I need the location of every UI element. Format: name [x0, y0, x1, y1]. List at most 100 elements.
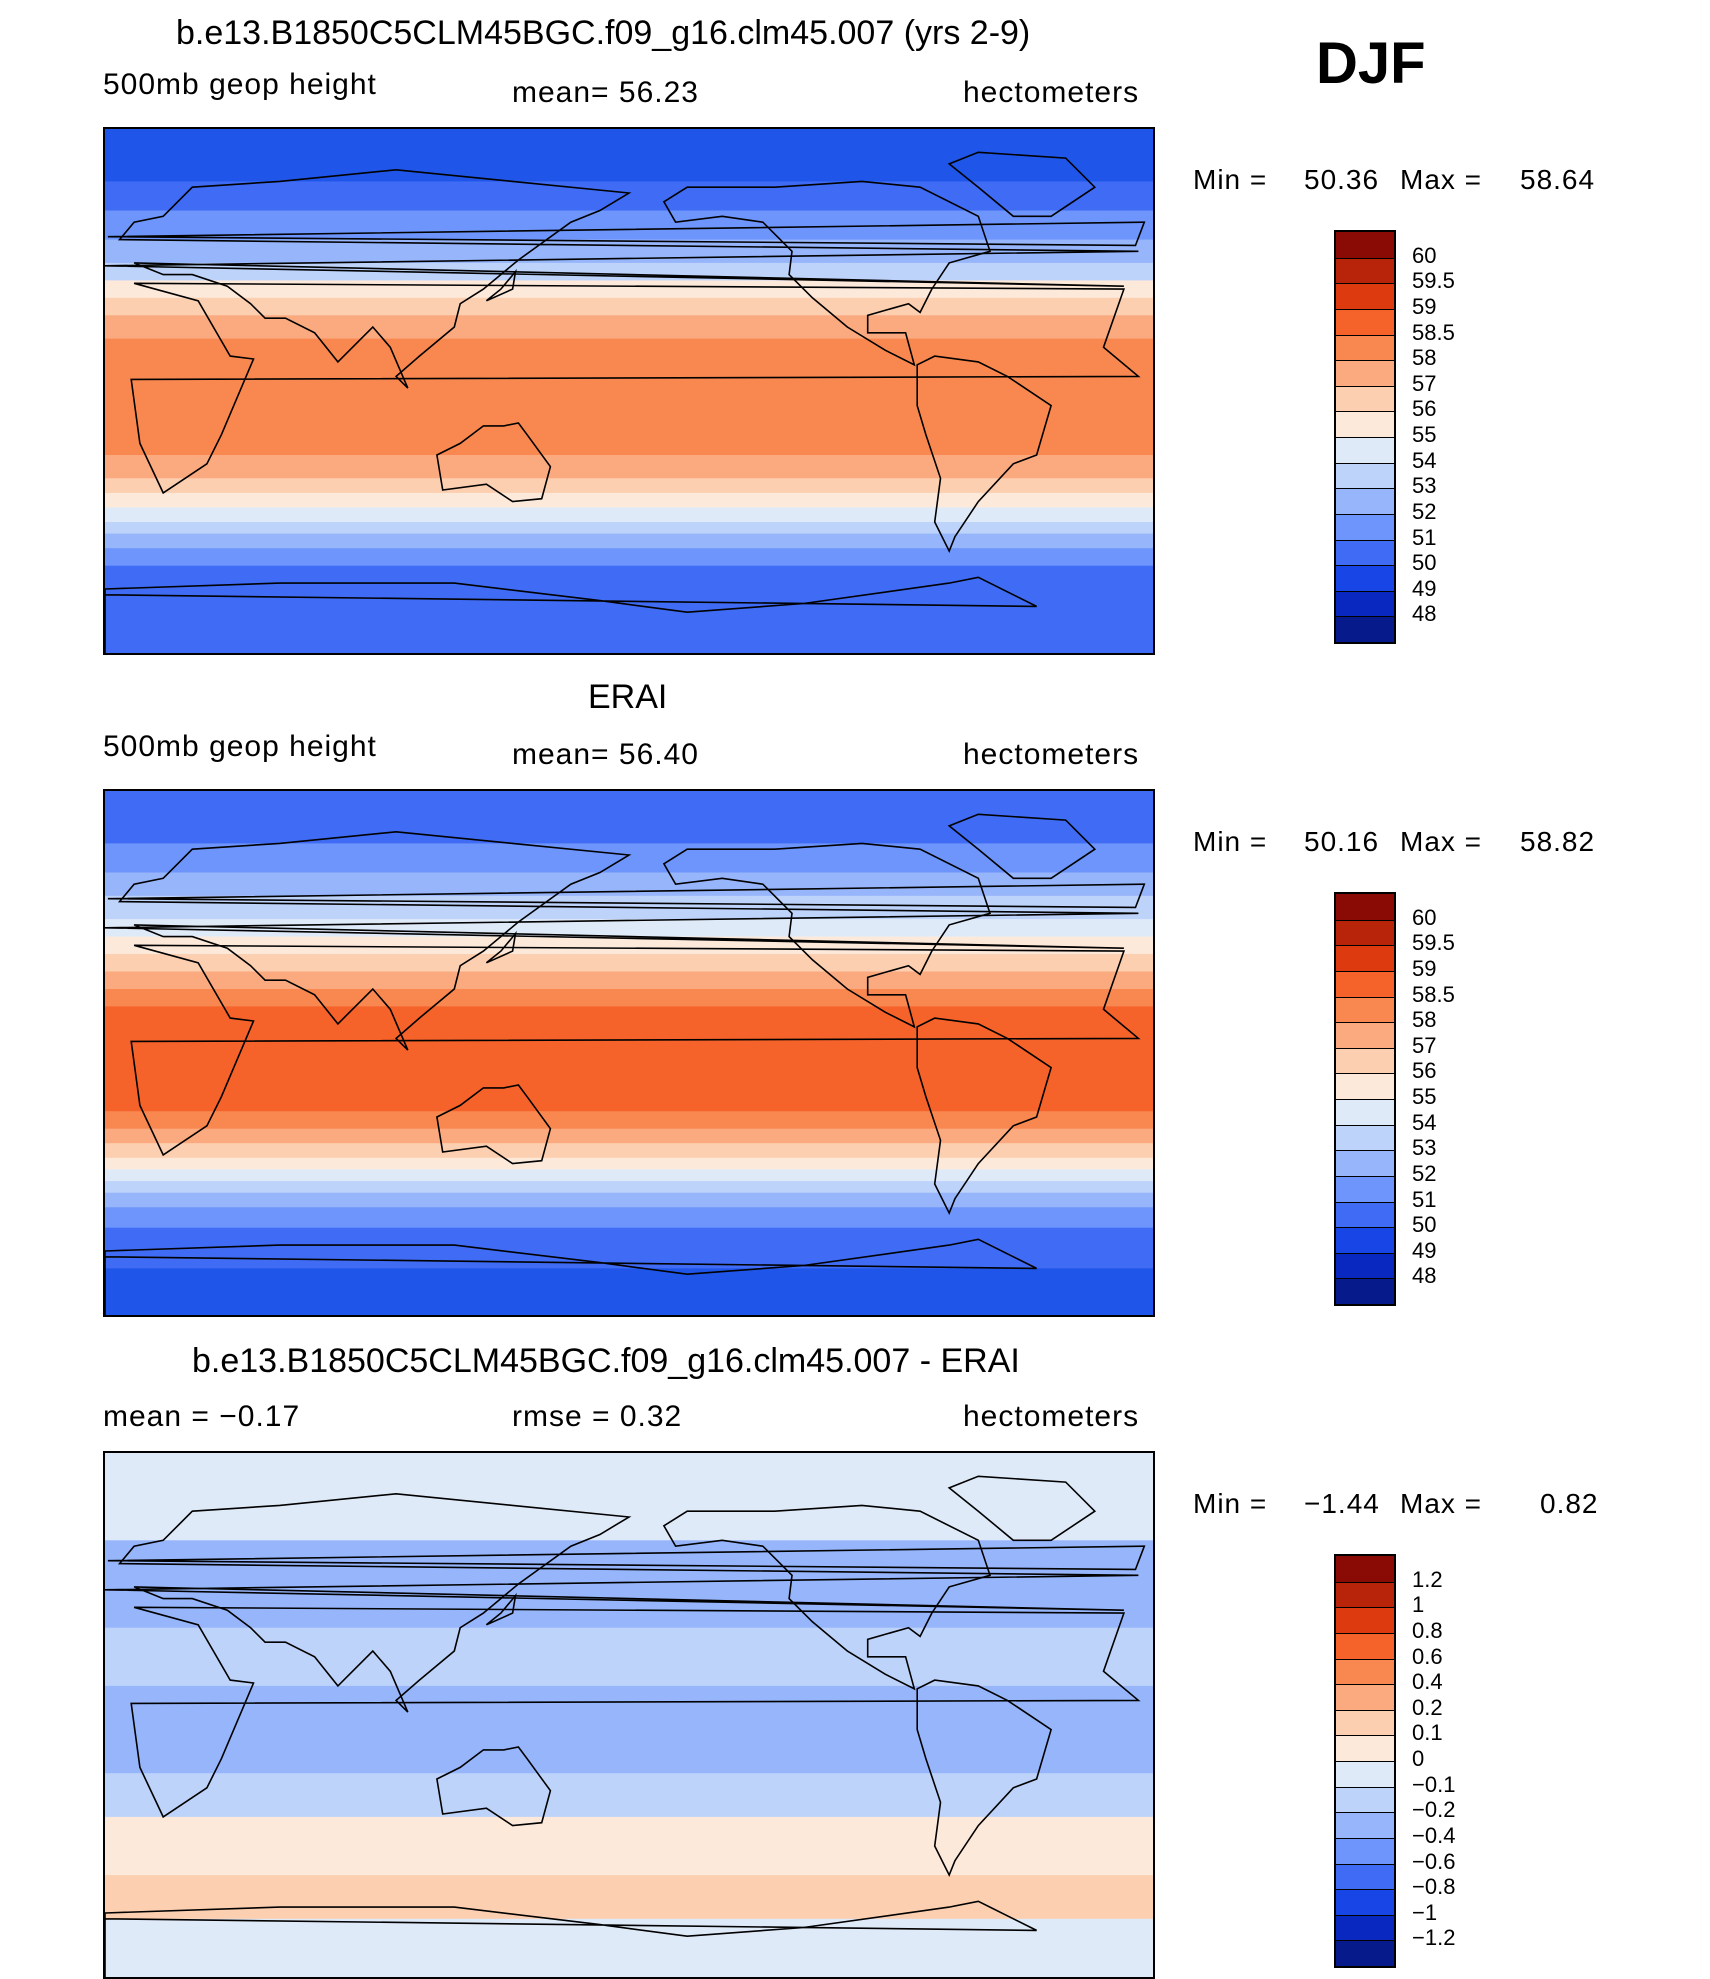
colorbar-tick-label: 49	[1412, 1237, 1437, 1263]
coastline	[916, 1679, 1053, 1878]
colorbar-swatch	[1336, 1837, 1394, 1864]
field-band	[105, 1169, 1153, 1182]
panel1-max-value: 58.64	[1520, 164, 1596, 195]
colorbar-tick-label: −0.1	[1412, 1771, 1456, 1797]
colorbar-swatch	[1336, 1099, 1394, 1125]
colorbar-tick-label: −0.8	[1412, 1874, 1456, 1900]
colorbar-swatch	[1336, 385, 1394, 412]
field-band	[105, 478, 1153, 494]
colorbar-tick-label: 54	[1412, 447, 1437, 473]
coastline	[105, 1492, 1139, 1713]
colorbar-swatch	[1336, 462, 1394, 489]
colorbar-tick-label: 1	[1412, 1592, 1425, 1618]
field-band	[105, 1143, 1153, 1159]
field-band	[105, 548, 1153, 567]
field-band	[105, 262, 1153, 281]
colorbar-tick-label: 58.5	[1412, 319, 1455, 345]
panel3-min-value: −1.44	[1304, 1488, 1380, 1519]
field-band	[105, 1128, 1153, 1144]
panel3-max-value: 0.82	[1540, 1488, 1599, 1519]
coastline	[130, 944, 1141, 1157]
coastline	[105, 168, 1139, 389]
coastline	[436, 1084, 552, 1165]
coastline	[436, 1746, 552, 1827]
colorbar-swatch	[1336, 488, 1394, 514]
panel1-mean: mean= 56.23	[512, 76, 699, 109]
colorbar-swatch	[1336, 1761, 1394, 1787]
field-band	[105, 507, 1153, 523]
field-band	[105, 1918, 1153, 1977]
field-band	[105, 1875, 1153, 1920]
field-band	[105, 455, 1153, 479]
coastline	[436, 422, 552, 503]
colorbar-swatch	[1336, 1175, 1394, 1202]
colorbar-swatch	[1336, 1658, 1394, 1685]
coastline	[105, 1900, 1037, 1977]
coastline	[107, 221, 1146, 247]
season-label: DJF	[1316, 31, 1426, 96]
colorbar-tick-label: 0	[1412, 1746, 1425, 1771]
colorbar-tick-label: 54	[1412, 1109, 1437, 1135]
colorbar-swatch	[1336, 539, 1394, 566]
colorbar-swatch	[1336, 437, 1394, 463]
colorbar-swatch	[1336, 1047, 1394, 1074]
field-band	[105, 843, 1153, 873]
colorbar-tick-label: 57	[1412, 1032, 1437, 1058]
coastline	[916, 355, 1053, 554]
panel1-max-label: Max =	[1400, 164, 1483, 195]
panel2-map	[103, 789, 1155, 1317]
coastline	[107, 883, 1146, 909]
field-band	[105, 1540, 1153, 1629]
field-band	[105, 1453, 1153, 1541]
panel2-mean: mean= 56.40	[512, 738, 699, 771]
colorbar-tick-label: 52	[1412, 498, 1437, 524]
colorbar-tick-label: 55	[1412, 422, 1437, 447]
colorbar-swatch	[1336, 1940, 1394, 1966]
colorbar-swatch	[1336, 1889, 1394, 1915]
colorbar-swatch	[1336, 360, 1394, 386]
field-band	[105, 1006, 1153, 1112]
colorbar-tick-label: 49	[1412, 575, 1437, 601]
field-band	[105, 1816, 1153, 1876]
field-band	[105, 338, 1153, 456]
coastline	[662, 180, 992, 367]
colorbar-tick-label: 56	[1412, 396, 1437, 422]
coastline	[105, 576, 1037, 653]
colorbar-swatch	[1336, 1201, 1394, 1228]
field-band	[105, 1227, 1153, 1269]
panel1-min-label: Min =	[1193, 164, 1268, 195]
panel3-map-svg	[105, 1453, 1153, 1977]
panel3-mean: mean = −0.17	[103, 1400, 301, 1433]
field-band	[105, 872, 1153, 897]
panel3-rmse: rmse = 0.32	[512, 1400, 683, 1433]
colorbar-tick-label: 53	[1412, 1135, 1437, 1161]
colorbar-swatch	[1336, 1252, 1394, 1279]
field-band	[105, 791, 1153, 844]
panel2-colorbar	[1334, 892, 1396, 1306]
colorbar-swatch	[1336, 1632, 1394, 1659]
colorbar-swatch	[1336, 283, 1394, 309]
panel1-colorbar	[1334, 230, 1396, 644]
colorbar-tick-label: 55	[1412, 1084, 1437, 1109]
colorbar-tick-label: 60	[1412, 242, 1437, 268]
colorbar-swatch	[1336, 565, 1394, 591]
coastline	[130, 1606, 1141, 1819]
colorbar-tick-label: 0.2	[1412, 1694, 1443, 1720]
panel2-min-label: Min =	[1193, 826, 1268, 857]
colorbar-tick-label: 59	[1412, 293, 1437, 319]
field-band	[105, 522, 1153, 535]
colorbar-swatch	[1336, 1150, 1394, 1176]
field-band	[105, 315, 1153, 340]
field-band	[105, 1207, 1153, 1229]
coastline	[105, 1238, 1037, 1315]
colorbar-swatch	[1336, 1227, 1394, 1253]
colorbar-tick-label: 0.6	[1412, 1643, 1443, 1669]
colorbar-swatch	[1336, 257, 1394, 284]
coastline	[485, 1592, 517, 1626]
colorbar-tick-label: −0.6	[1412, 1848, 1456, 1874]
colorbar-swatch	[1336, 1735, 1394, 1761]
colorbar-swatch	[1336, 1684, 1394, 1710]
colorbar-tick-label: 50	[1412, 550, 1437, 576]
colorbar-swatch	[1336, 1607, 1394, 1633]
coastline	[947, 151, 1097, 218]
